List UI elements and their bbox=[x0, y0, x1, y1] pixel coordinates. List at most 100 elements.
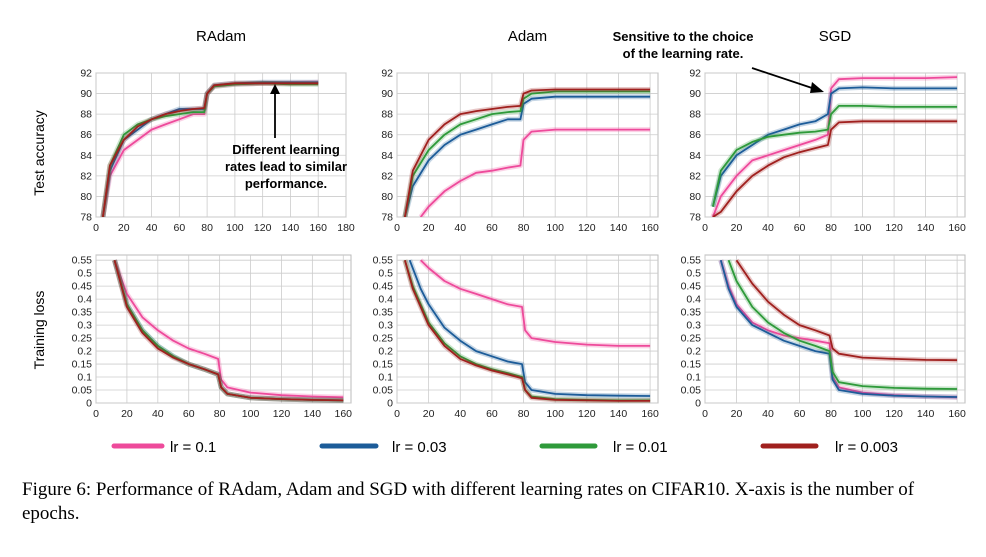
x-tick-label: 0 bbox=[93, 222, 99, 234]
y-tick-label: 90 bbox=[80, 88, 92, 100]
series-layer bbox=[100, 79, 319, 217]
annotation-line: Different learning bbox=[232, 142, 340, 157]
x-tick-label: 100 bbox=[854, 222, 872, 234]
y-tick-label: 0.1 bbox=[378, 372, 393, 384]
legend-item-lr-0-01: lr = 0.01 bbox=[539, 439, 668, 456]
x-tick-label: 140 bbox=[917, 408, 935, 420]
series-line-lr-0-01 bbox=[712, 105, 958, 207]
x-tick-label: 160 bbox=[948, 408, 966, 420]
x-tick-label: 0 bbox=[93, 408, 99, 420]
x-tick-label: 140 bbox=[610, 408, 628, 420]
panel-2: 78 80 82 84 86 88 90 92 0 20 40 60 80 100 120 140 160 Ada… bbox=[381, 28, 659, 234]
y-tick-label: 0.25 bbox=[72, 333, 93, 345]
series-layer bbox=[402, 258, 651, 403]
y-tick-label: 0.45 bbox=[681, 281, 702, 293]
x-tick-label: 160 bbox=[641, 408, 659, 420]
series-line-lr-0-03 bbox=[719, 259, 958, 398]
figure-caption: Figure 6: Performance of RAdam, Adam and… bbox=[22, 479, 915, 524]
annotation-sgd-arrowhead bbox=[810, 82, 824, 93]
x-tick-label: 20 bbox=[731, 222, 743, 234]
y-tick-label: 80 bbox=[80, 191, 92, 203]
x-tick-label: 120 bbox=[254, 222, 272, 234]
series-line-lr-0-003 bbox=[712, 120, 958, 217]
y-tick-label: 0.25 bbox=[681, 333, 702, 345]
series-line-lr-0-003 bbox=[113, 259, 344, 402]
y-tick-label: 0.05 bbox=[681, 385, 702, 397]
x-tick-label: 0 bbox=[702, 408, 708, 420]
panel-title-radam: RAdam bbox=[196, 28, 246, 45]
y-tick-label: 0.2 bbox=[686, 346, 701, 358]
y-tick-label: 0.1 bbox=[686, 372, 701, 384]
y-tick-label: 92 bbox=[80, 68, 92, 80]
x-tick-label: 100 bbox=[854, 408, 872, 420]
series-line-lr-0-1 bbox=[419, 128, 651, 217]
y-tick-label: 0.35 bbox=[72, 307, 93, 319]
panel-title-sgd: SGD bbox=[819, 28, 852, 45]
y-tick-label: 0.45 bbox=[72, 281, 93, 293]
y-tick-label: 84 bbox=[689, 150, 701, 162]
x-tick-label: 40 bbox=[762, 222, 774, 234]
annotation-radam-text: Different learning rates lead to similar p… bbox=[225, 142, 347, 191]
row-label-training-loss: Training loss bbox=[31, 291, 47, 370]
plot-area bbox=[396, 254, 659, 404]
legend-item-lr-0-03: lr = 0.03 bbox=[319, 439, 447, 456]
x-tick-label: 20 bbox=[118, 222, 130, 234]
panel-3: 78 80 82 84 86 88 90 92 0 20 40 60 80 100 120 140 160 SGD bbox=[689, 28, 966, 234]
y-tick-label: 0 bbox=[387, 398, 393, 410]
panel-title-adam: Adam bbox=[508, 28, 547, 45]
x-tick-label: 160 bbox=[309, 222, 327, 234]
x-tick-label: 140 bbox=[304, 408, 322, 420]
series-line-lr-0-03 bbox=[408, 259, 651, 397]
x-tick-label: 0 bbox=[394, 222, 400, 234]
x-tick-label: 80 bbox=[518, 222, 530, 234]
y-tick-label: 82 bbox=[381, 170, 393, 182]
annotation-line: of the learning rate. bbox=[623, 46, 744, 61]
series-line-lr-0-1 bbox=[113, 259, 344, 399]
x-tick-label: 160 bbox=[335, 408, 353, 420]
annotation-sgd-text: Sensitive to the choice of the learning r… bbox=[613, 29, 754, 61]
y-tick-label: 0.2 bbox=[77, 346, 92, 358]
annotation-line: performance. bbox=[245, 176, 327, 191]
y-tick-label: 0.3 bbox=[686, 320, 701, 332]
annotation-line: Sensitive to the choice bbox=[613, 29, 754, 44]
y-tick-label: 0.35 bbox=[681, 307, 702, 319]
annotation-radam-arrowhead bbox=[270, 84, 280, 94]
annotation-line: rates lead to similar bbox=[225, 159, 347, 174]
y-tick-label: 0 bbox=[86, 398, 92, 410]
x-tick-label: 80 bbox=[825, 222, 837, 234]
x-tick-label: 40 bbox=[762, 408, 774, 420]
y-tick-label: 0.3 bbox=[378, 320, 393, 332]
annotation-radam: Different learning rates lead to similar p… bbox=[225, 84, 347, 191]
x-tick-label: 60 bbox=[486, 408, 498, 420]
y-tick-label: 90 bbox=[381, 88, 393, 100]
x-tick-label: 20 bbox=[121, 408, 133, 420]
y-tick-label: 0.15 bbox=[373, 359, 394, 371]
series-layer bbox=[112, 259, 344, 403]
x-tick-label: 160 bbox=[948, 222, 966, 234]
series-line-lr-0-003 bbox=[404, 259, 651, 402]
series-layer bbox=[710, 74, 958, 217]
y-tick-label: 0.45 bbox=[373, 281, 394, 293]
x-tick-label: 120 bbox=[273, 408, 291, 420]
series-layer bbox=[718, 258, 958, 400]
y-tick-label: 78 bbox=[80, 212, 92, 224]
y-tick-label: 0.05 bbox=[72, 385, 93, 397]
y-tick-label: 90 bbox=[689, 88, 701, 100]
legend-label-lr-0-1: lr = 0.1 bbox=[170, 439, 216, 456]
y-tick-label: 88 bbox=[381, 109, 393, 121]
y-tick-label: 80 bbox=[381, 191, 393, 203]
y-tick-label: 80 bbox=[689, 191, 701, 203]
y-tick-label: 88 bbox=[689, 109, 701, 121]
y-tick-label: 0.15 bbox=[681, 359, 702, 371]
x-tick-label: 120 bbox=[578, 222, 596, 234]
y-tick-label: 0.15 bbox=[72, 359, 93, 371]
series-line-lr-0-003 bbox=[102, 82, 319, 217]
series-line-lr-0-01 bbox=[727, 259, 958, 390]
y-tick-label: 88 bbox=[80, 109, 92, 121]
x-tick-label: 120 bbox=[885, 408, 903, 420]
x-tick-label: 120 bbox=[885, 222, 903, 234]
y-tick-label: 0.25 bbox=[373, 333, 394, 345]
x-tick-label: 80 bbox=[825, 408, 837, 420]
y-tick-label: 82 bbox=[689, 170, 701, 182]
